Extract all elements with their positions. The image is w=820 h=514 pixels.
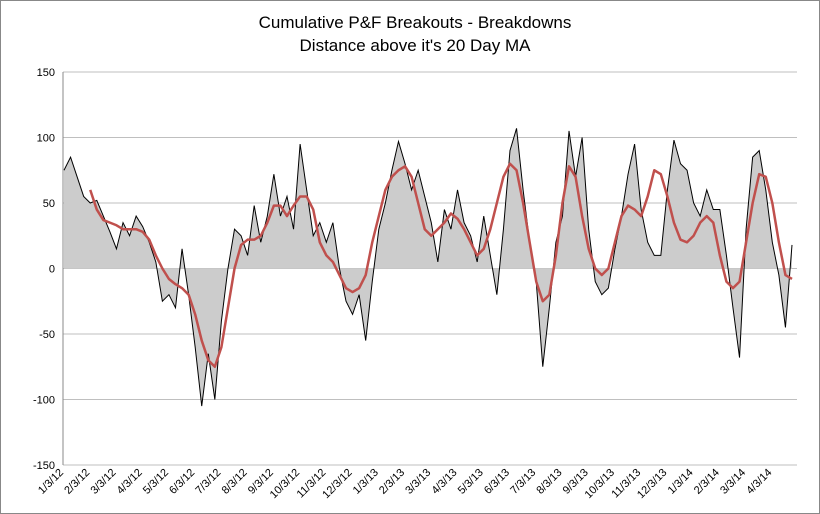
y-tick-label: -150 — [33, 460, 55, 472]
y-tick-label: 0 — [49, 264, 55, 276]
y-tick-label: 100 — [37, 133, 55, 145]
area-line — [63, 128, 793, 407]
area-fill — [64, 128, 792, 407]
y-tick-label: -50 — [39, 329, 55, 341]
y-tick-label: -100 — [33, 395, 55, 407]
chart-title: Cumulative P&F Breakouts - Breakdowns — [259, 13, 572, 32]
y-tick-label: 150 — [37, 67, 55, 79]
ma-line — [89, 162, 793, 368]
chart-subtitle: Distance above it's 20 Day MA — [300, 36, 532, 55]
y-tick-label: 50 — [43, 198, 55, 210]
